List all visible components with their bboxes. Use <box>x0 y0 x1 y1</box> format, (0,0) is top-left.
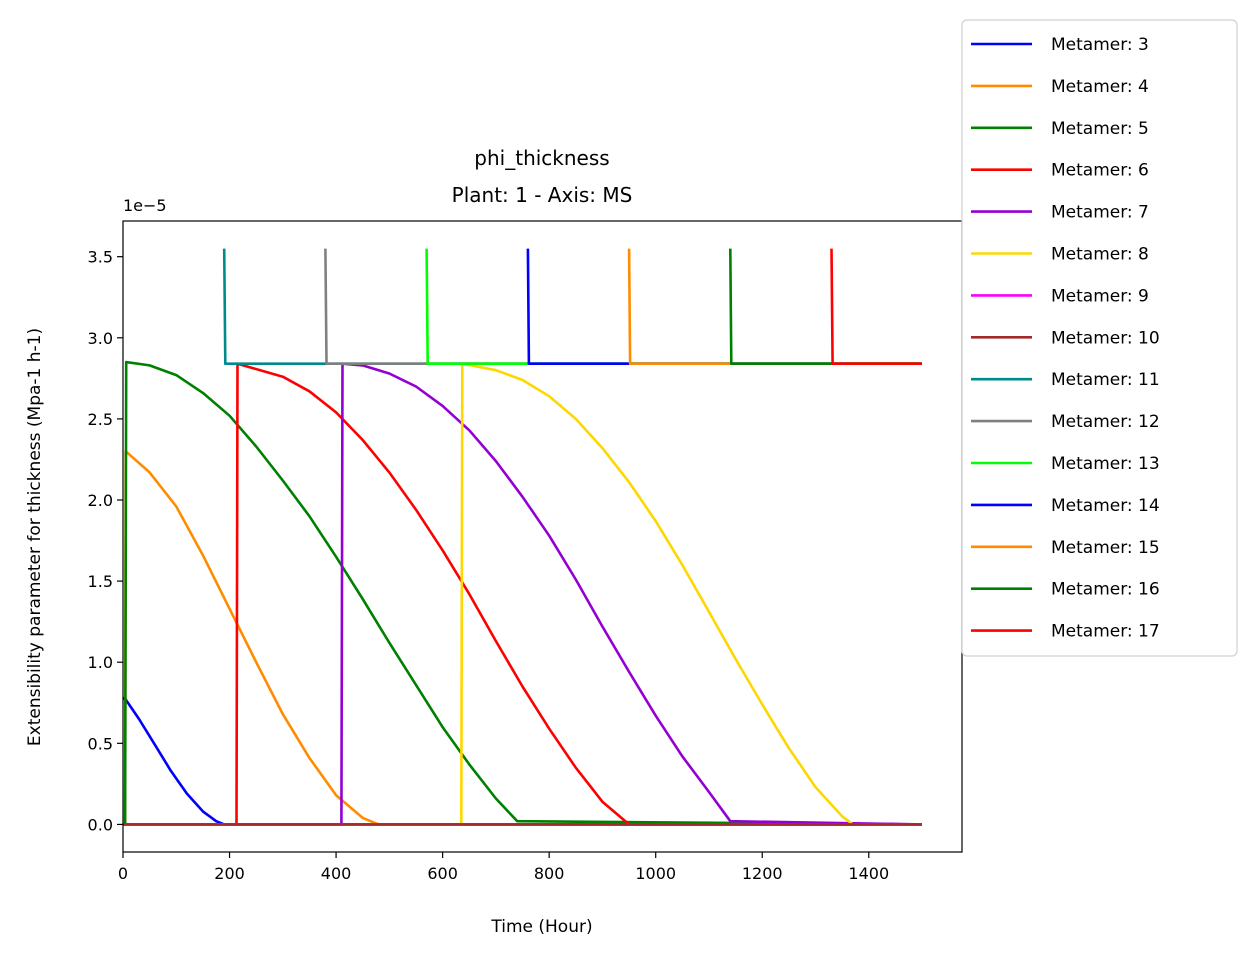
series-line-12 <box>526 248 922 366</box>
x-tick-label: 1400 <box>848 864 889 883</box>
legend-label: Metamer: 11 <box>1051 370 1160 390</box>
chart-title: phi_thickness <box>474 146 609 170</box>
legend-label: Metamer: 7 <box>1051 203 1149 223</box>
legend-label: Metamer: 8 <box>1051 245 1149 265</box>
y-tick-label: 1.5 <box>88 572 113 591</box>
x-axis: 0 200 400 600 800 1000 1200 1400 <box>118 852 889 883</box>
plot-lines <box>122 248 923 826</box>
legend-label: Metamer: 5 <box>1051 119 1149 139</box>
legend-label: Metamer: 12 <box>1051 412 1160 432</box>
legend-frame <box>961 19 1238 657</box>
legend-label: Metamer: 15 <box>1051 538 1160 558</box>
series-line-5 <box>123 362 923 826</box>
legend: Metamer: 3 Metamer: 4 Metamer: 5 Metamer: 6… <box>961 19 1238 657</box>
y-axis: 0.0 0.5 1.0 1.5 2.0 2.5 3.0 3.5 <box>88 248 123 834</box>
series-line-15 <box>830 248 922 366</box>
y-tick-label: 3.0 <box>88 329 113 348</box>
y-tick-label: 2.0 <box>88 491 113 510</box>
y-axis-label: Extensibility parameter for thickness (M… <box>25 328 45 746</box>
y-tick-label: 3.5 <box>88 248 113 267</box>
legend-label: Metamer: 4 <box>1051 77 1149 97</box>
legend-label: Metamer: 14 <box>1051 496 1160 516</box>
plot-frame <box>122 220 963 853</box>
chart-subtitle: Plant: 1 - Axis: MS <box>452 183 633 207</box>
legend-label: Metamer: 10 <box>1051 328 1160 348</box>
series-line-4 <box>123 362 922 826</box>
series-line-3 <box>123 360 923 826</box>
y-tick-label: 0.5 <box>88 734 113 753</box>
series-line-1 <box>122 696 922 826</box>
x-tick-label: 1200 <box>742 864 783 883</box>
legend-label: Metamer: 3 <box>1051 35 1149 55</box>
x-tick-label: 600 <box>427 864 458 883</box>
legend-label: Metamer: 13 <box>1051 454 1160 474</box>
x-tick-label: 400 <box>321 864 352 883</box>
series-line-9 <box>222 248 922 366</box>
legend-label: Metamer: 9 <box>1051 286 1149 306</box>
x-tick-label: 200 <box>214 864 245 883</box>
series-line-14 <box>729 248 922 366</box>
x-axis-label: Time (Hour) <box>490 917 592 937</box>
x-tick-label: 800 <box>534 864 565 883</box>
series-line-11 <box>425 248 922 366</box>
legend-label: Metamer: 6 <box>1051 161 1149 181</box>
series-line-6 <box>123 362 922 826</box>
legend-label: Metamer: 17 <box>1051 622 1160 642</box>
x-tick-label: 1000 <box>635 864 676 883</box>
y-offset-label: 1e−5 <box>123 196 167 215</box>
legend-label: Metamer: 16 <box>1051 580 1160 600</box>
x-tick-label: 0 <box>118 864 128 883</box>
y-tick-label: 2.5 <box>88 410 113 429</box>
series-line-2 <box>123 449 922 826</box>
y-tick-label: 0.0 <box>88 815 113 834</box>
series-line-13 <box>627 248 922 366</box>
y-tick-label: 1.0 <box>88 653 113 672</box>
